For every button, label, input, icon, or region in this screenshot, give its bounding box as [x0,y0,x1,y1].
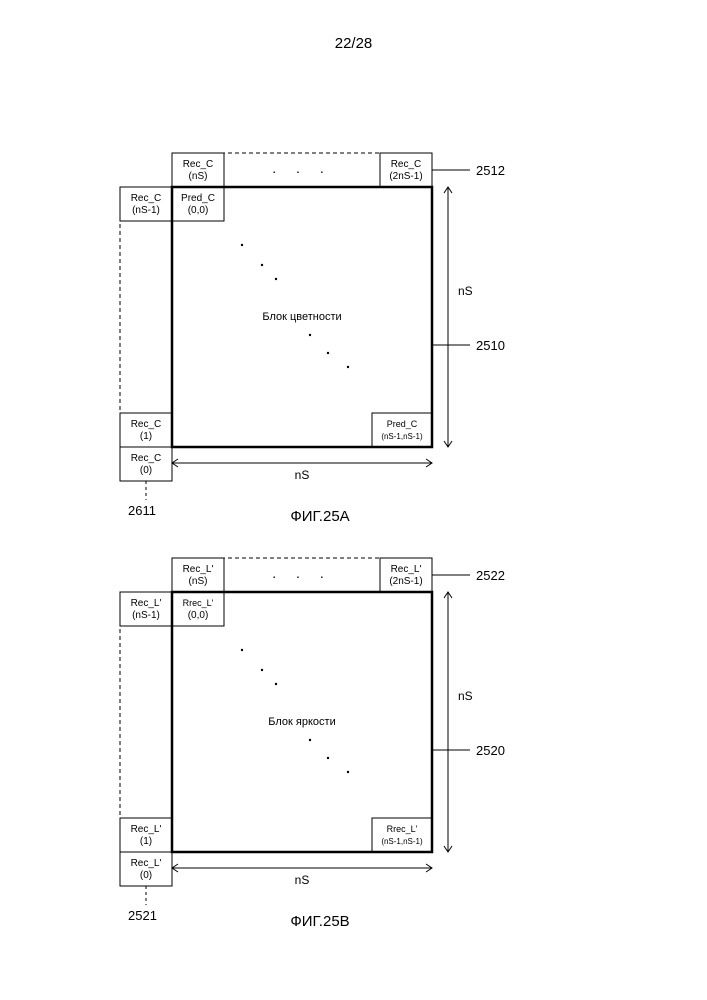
diag-dot [309,334,311,336]
left-col-bottom-l2: (0) [140,870,152,881]
top-row-cell-first-l2: (nS) [189,171,208,182]
left-col-bottom-l1: Rec_C [131,453,162,464]
left-col-top-l2: (nS-1) [132,205,160,216]
left-col-ref: 2611 [128,503,156,518]
dim-bottom-label: nS [295,873,310,887]
main-tl-l2: (0,0) [188,610,209,621]
diag-dot [327,352,329,354]
left-col-second-l1: Rec_L' [131,824,162,835]
top-row-cell-last-l2: (2nS-1) [389,576,422,587]
diag-dot [241,649,243,651]
diag-dot [275,278,277,280]
diag-dot [261,669,263,671]
figure-25a: Rec_C (nS) Rec_C (2nS-1) . . . 2512 Rec_… [110,145,610,525]
left-col-ref: 2521 [128,908,157,923]
main-br-l1: Pred_C [387,419,418,429]
left-col-second-l2: (1) [140,836,152,847]
main-br-l1: Rrec_L' [387,824,418,834]
diag-dot [327,757,329,759]
top-row-ref: 2512 [476,163,505,178]
main-tl-l2: (0,0) [188,205,209,216]
main-ref: 2510 [476,338,505,353]
main-tl-l1: Rrec_L' [183,598,214,608]
dim-bottom-label: nS [295,468,310,482]
left-col-bottom-l2: (0) [140,465,152,476]
top-row-cell-first-l1: Rec_C [183,159,214,170]
main-tl-l1: Pred_C [181,193,215,204]
top-row-dots: . . . [272,160,331,176]
top-row-cell-last-l2: (2nS-1) [389,171,422,182]
top-row-cell-first-l2: (nS) [189,576,208,587]
top-row-dots: . . . [272,565,331,581]
top-row-cell-first-l1: Rec_L' [183,564,214,575]
diag-dot [347,366,349,368]
left-col-bottom-l1: Rec_L' [131,858,162,869]
page-number: 22/28 [335,35,373,52]
diag-dot [309,739,311,741]
figure-25a-svg: Rec_C (nS) Rec_C (2nS-1) . . . 2512 Rec_… [110,145,610,525]
main-title: Блок яркости [268,716,335,728]
left-col-top-l2: (nS-1) [132,610,160,621]
page: 22/28 Rec_C (nS) Rec_C (2nS-1) . . . 251… [0,0,707,1000]
diag-dot [241,244,243,246]
main-br-l2: (nS-1,nS-1) [381,432,423,441]
main-title: Блок цветности [262,311,341,323]
diag-dot [261,264,263,266]
dim-right-label: nS [458,689,473,703]
left-col-second-l1: Rec_C [131,419,162,430]
main-br-l2: (nS-1,nS-1) [381,837,423,846]
top-row-ref: 2522 [476,568,505,583]
figure-25b: Rec_L' (nS) Rec_L' (2nS-1) . . . 2522 Re… [110,550,610,930]
main-ref: 2520 [476,743,505,758]
dim-right-label: nS [458,284,473,298]
top-row-cell-last-l1: Rec_L' [391,564,422,575]
diag-dot [275,683,277,685]
figure-25b-svg: Rec_L' (nS) Rec_L' (2nS-1) . . . 2522 Re… [110,550,610,930]
top-row-cell-last-l1: Rec_C [391,159,422,170]
left-col-second-l2: (1) [140,431,152,442]
left-col-top-l1: Rec_C [131,193,162,204]
diag-dot [347,771,349,773]
left-col-top-l1: Rec_L' [131,598,162,609]
